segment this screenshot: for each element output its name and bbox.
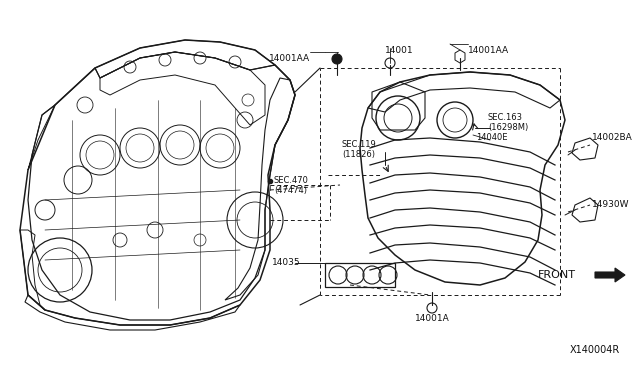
Text: (47474): (47474) [274,186,307,195]
Text: SEC.163: SEC.163 [488,113,523,122]
Text: 14001: 14001 [385,46,413,55]
Text: 14035: 14035 [272,258,301,267]
Text: 14001AA: 14001AA [468,46,509,55]
Circle shape [332,54,342,64]
Text: (11826): (11826) [342,150,375,159]
Text: 14001A: 14001A [415,314,449,323]
Text: SEC.119: SEC.119 [342,140,377,149]
Text: 14930W: 14930W [592,200,630,209]
Text: (16298M): (16298M) [488,123,528,132]
Text: X140004R: X140004R [570,345,620,355]
Text: SEC.470: SEC.470 [274,176,309,185]
Polygon shape [595,268,625,282]
Text: FRONT: FRONT [538,270,576,280]
Text: 14001AA: 14001AA [269,54,310,63]
Text: 14040E: 14040E [476,133,508,142]
Text: 14002BA: 14002BA [592,133,633,142]
